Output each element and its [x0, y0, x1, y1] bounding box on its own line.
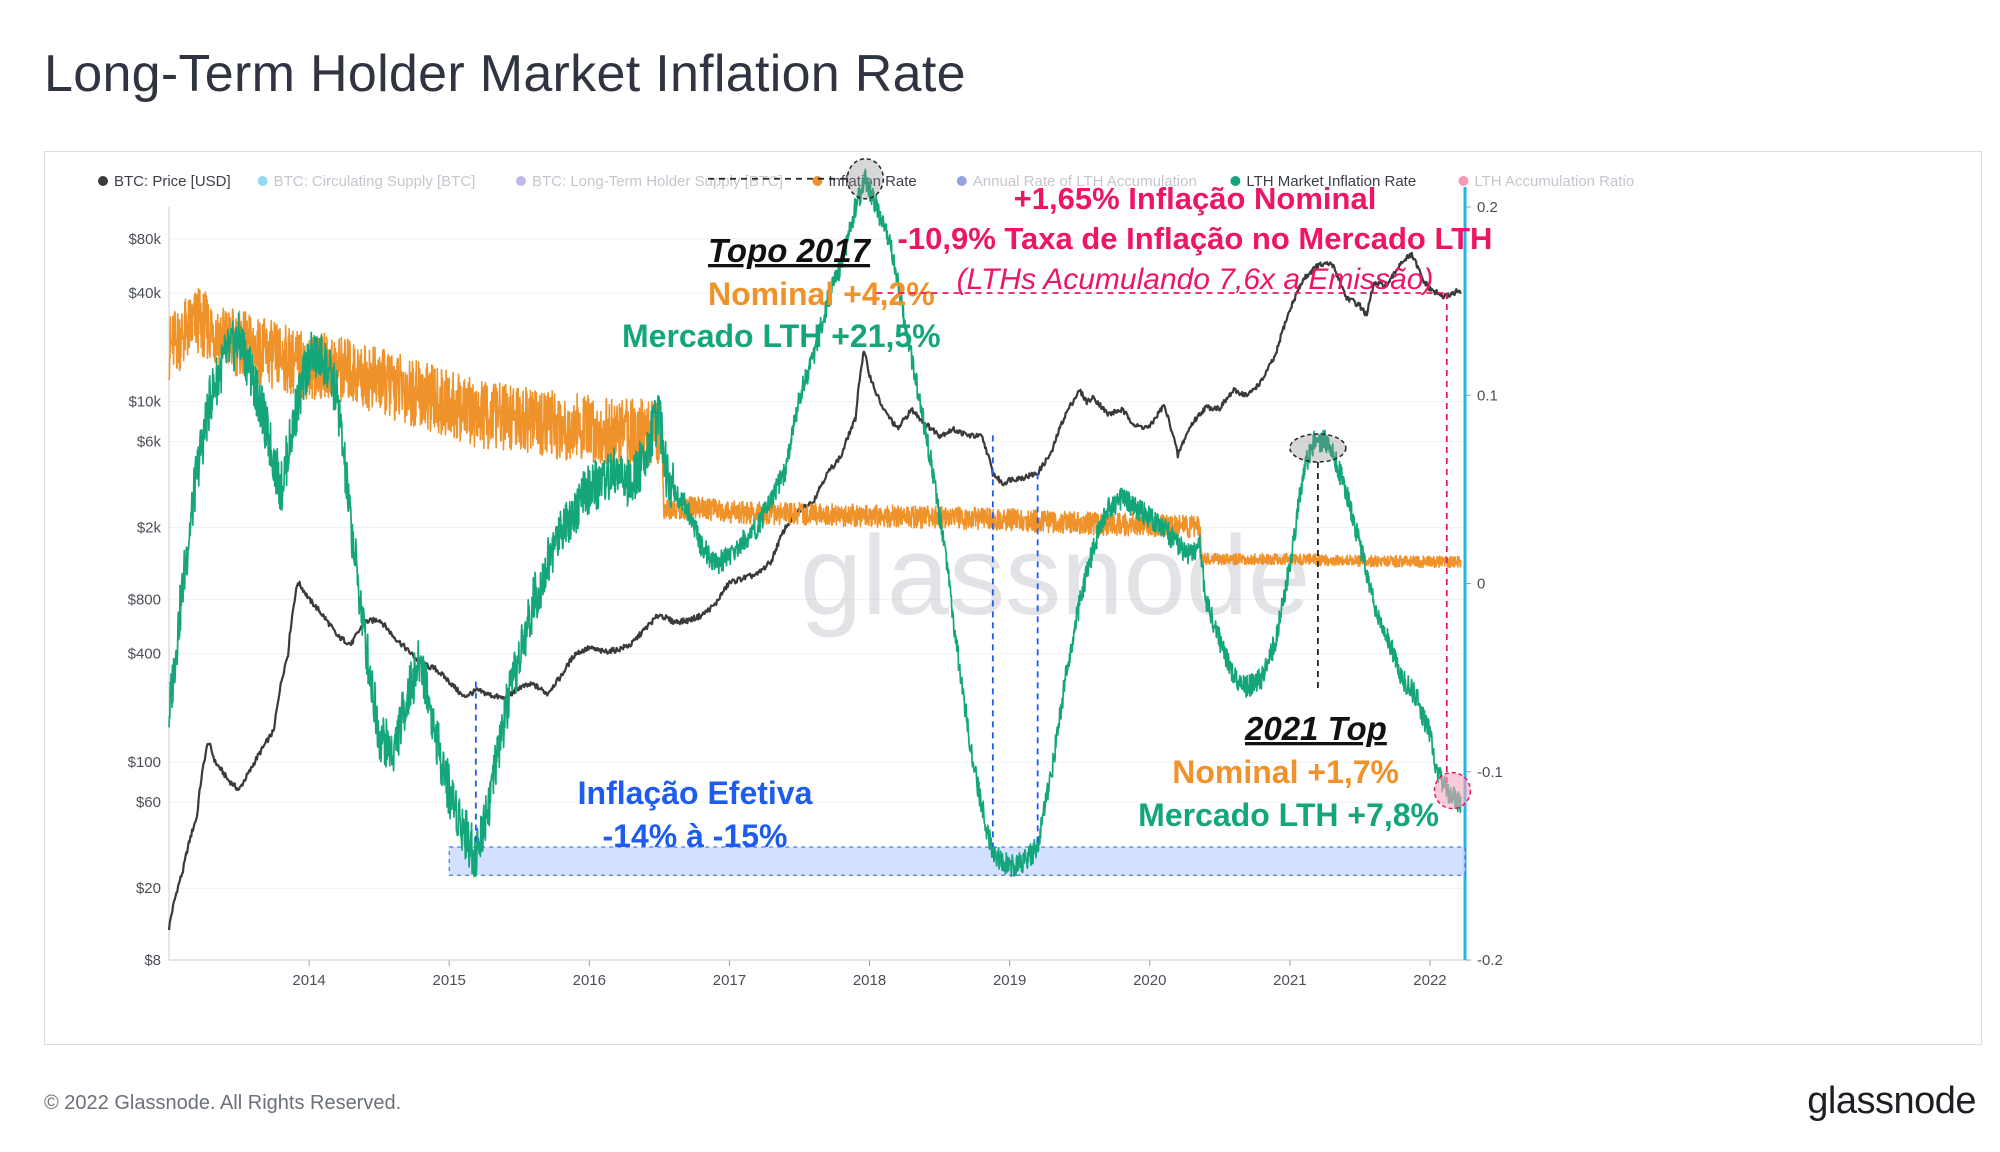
y-left-tick-label: $6k — [137, 434, 162, 451]
axes: $8 $20 $60 $100 $400 $800 $2k $6k $10k $40k $80k 0.… — [128, 187, 1503, 989]
x-tick-label: 2018 — [853, 972, 886, 989]
legend-label: Inflation Rate — [828, 173, 916, 190]
effective-inflation-title: Inflação Efetiva — [578, 775, 813, 811]
y-left-tick-label: $800 — [128, 591, 161, 608]
y-right-tick-label: -0.2 — [1477, 952, 1503, 969]
legend-dot-icon — [1458, 176, 1469, 186]
current-nominal-label: +1,65% Inflação Nominal — [1014, 181, 1377, 216]
legend-item: BTC: Circulating Supply [BTC] — [257, 173, 476, 190]
current-marker — [1433, 771, 1472, 810]
y-left-tick-label: $80k — [128, 231, 161, 248]
y-right-tick-label: -0.1 — [1477, 764, 1503, 781]
lth-market-inflation-line — [168, 168, 1462, 878]
legend-dot-icon — [516, 176, 526, 186]
legend-item: Annual Rate of LTH Accumulation — [956, 173, 1197, 190]
legend-label: LTH Accumulation Ratio — [1474, 173, 1634, 190]
legend-label: LTH Market Inflation Rate — [1246, 173, 1416, 190]
annotations: Topo 2017 Nominal +4,2% Mercado LTH +21,5%… — [474, 158, 1493, 854]
legend: BTC: Price [USD] BTC: Circulating Supply … — [98, 173, 1634, 190]
copyright: © 2022 Glassnode. All Rights Reserved. — [44, 1092, 402, 1114]
legend-dot-icon — [1230, 176, 1241, 186]
legend-label: BTC: Price [USD] — [114, 173, 231, 190]
series — [167, 168, 1466, 931]
y-left-tick-label: $60 — [136, 794, 161, 811]
x-tick-label: 2015 — [433, 972, 466, 989]
y-right-tick-label: 0.1 — [1477, 387, 1498, 404]
page-title: Long-Term Holder Market Inflation Rate — [44, 45, 966, 103]
x-tick-label: 2022 — [1413, 972, 1446, 989]
legend-label: BTC: Circulating Supply [BTC] — [274, 173, 476, 190]
top-2021-marker — [1289, 433, 1347, 463]
current-note-label: (LTHs Acumulando 7,6x a Emissão) — [957, 263, 1434, 296]
top-2017-lth: Mercado LTH +21,5% — [622, 318, 941, 354]
legend-dot-icon — [98, 176, 108, 186]
current-lth-label: -10,9% Taxa de Inflação no Mercado LTH — [898, 221, 1493, 256]
y-left-tick-label: $100 — [128, 754, 161, 771]
price-line — [167, 251, 1462, 931]
chart-panel: BTC: Price [USD] BTC: Circulating Supply … — [44, 151, 1982, 1045]
top-2021-lth: Mercado LTH +7,8% — [1138, 797, 1439, 833]
x-tick-label: 2021 — [1273, 972, 1306, 989]
legend-item: LTH Market Inflation Rate — [1230, 173, 1416, 190]
legend-dot-icon — [812, 176, 823, 186]
y-left-tick-label: $2k — [137, 520, 162, 537]
y-left-tick-label: $400 — [128, 646, 161, 663]
x-tick-label: 2014 — [292, 972, 325, 989]
chart-svg: BTC: Price [USD] BTC: Circulating Supply … — [98, 158, 1634, 989]
y-left-tick-label: $20 — [136, 880, 161, 897]
y-right-tick-label: 0 — [1477, 576, 1485, 593]
effective-inflation-band — [448, 846, 1466, 876]
effective-inflation-range: -14% à -15% — [603, 818, 788, 854]
legend-dot-icon — [956, 176, 967, 186]
x-tick-label: 2016 — [573, 972, 606, 989]
legend-item: BTC: Long-Term Holder Supply [BTC] — [516, 173, 783, 190]
inflation-rate-line — [168, 287, 1462, 569]
y-left-tick-label: $8 — [144, 952, 161, 969]
top-2017-nominal: Nominal +4,2% — [708, 276, 935, 312]
y-left-tick-label: $10k — [128, 394, 161, 411]
brand-logo: glassnode — [1807, 1080, 1976, 1122]
x-tick-label: 2020 — [1133, 972, 1166, 989]
legend-item: BTC: Price [USD] — [98, 173, 231, 190]
legend-dot-icon — [257, 176, 268, 186]
y-right-tick-label: 0.2 — [1477, 199, 1498, 216]
x-tick-label: 2017 — [713, 972, 746, 989]
watermark: glassnode — [800, 513, 1311, 638]
top-2017-title: Topo 2017 — [708, 232, 872, 269]
legend-item: LTH Accumulation Ratio — [1458, 173, 1634, 190]
top-2021-nominal: Nominal +1,7% — [1172, 754, 1399, 790]
legend-label: BTC: Long-Term Holder Supply [BTC] — [532, 173, 783, 190]
x-tick-label: 2019 — [993, 972, 1026, 989]
top-2017-marker — [846, 158, 885, 200]
legend-label: Annual Rate of LTH Accumulation — [973, 173, 1197, 190]
y-left-tick-label: $40k — [128, 285, 161, 302]
top-2021-title: 2021 Top — [1244, 710, 1387, 747]
